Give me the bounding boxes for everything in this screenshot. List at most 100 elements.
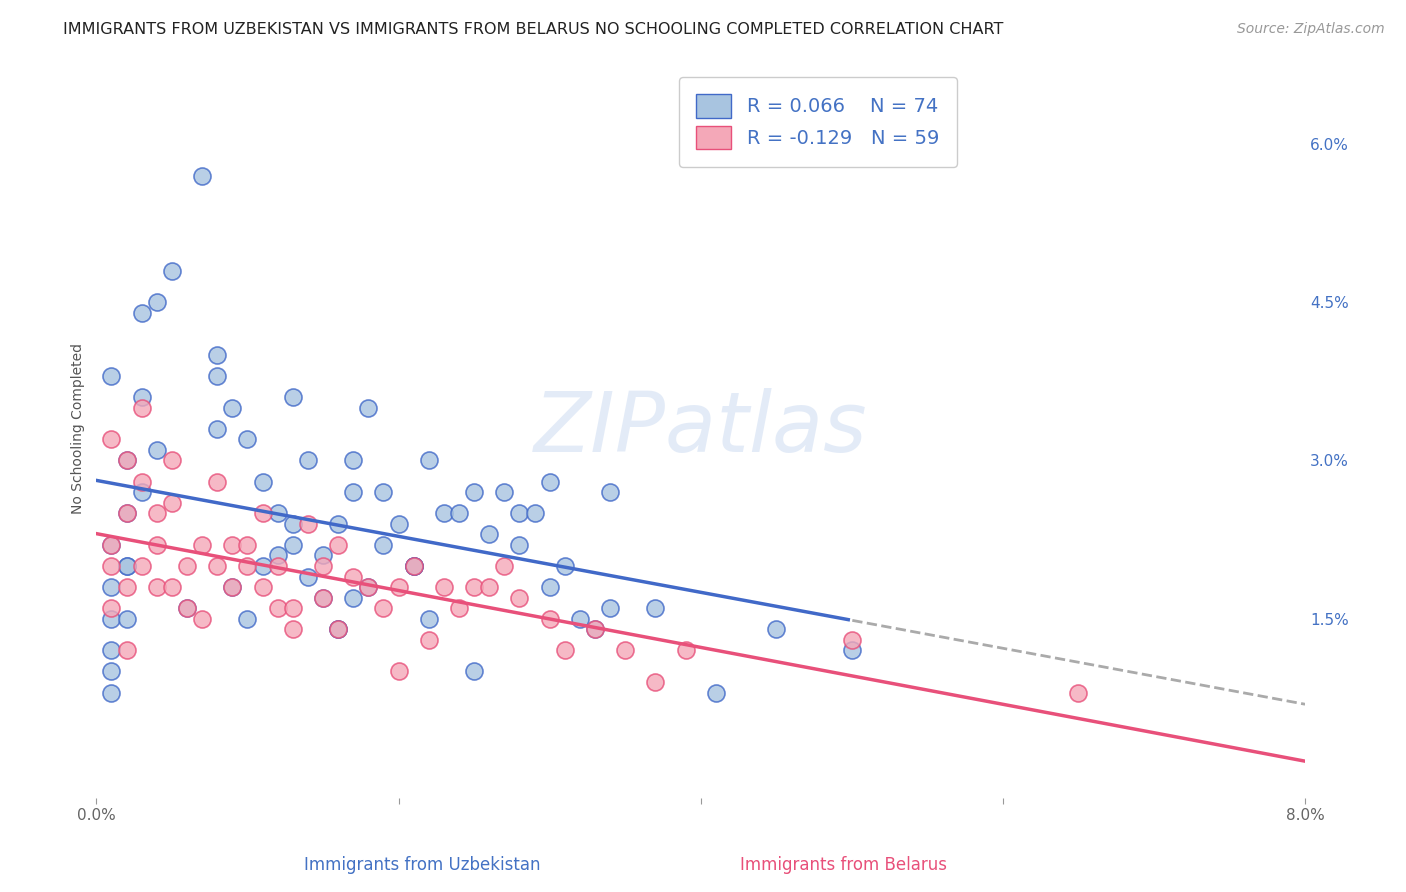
Point — [326, 516, 349, 531]
Point — [342, 485, 364, 500]
Point — [478, 580, 501, 594]
Point — [326, 538, 349, 552]
Point — [494, 559, 516, 574]
Point — [131, 401, 153, 415]
Point — [538, 612, 561, 626]
Point — [478, 527, 501, 541]
Point — [281, 538, 304, 552]
Point — [357, 580, 380, 594]
Point — [538, 475, 561, 489]
Point — [538, 580, 561, 594]
Point — [221, 538, 243, 552]
Point — [447, 601, 470, 615]
Point — [583, 622, 606, 636]
Point — [297, 569, 319, 583]
Point — [100, 643, 122, 657]
Point — [418, 453, 440, 467]
Point — [100, 369, 122, 384]
Point — [252, 506, 274, 520]
Point — [433, 506, 456, 520]
Point — [342, 569, 364, 583]
Point — [115, 559, 138, 574]
Point — [704, 685, 727, 699]
Point — [463, 665, 485, 679]
Point — [100, 601, 122, 615]
Point — [312, 591, 335, 605]
Point — [281, 601, 304, 615]
Point — [297, 516, 319, 531]
Point — [176, 601, 198, 615]
Point — [765, 622, 787, 636]
Point — [146, 580, 169, 594]
Point — [312, 559, 335, 574]
Point — [100, 580, 122, 594]
Point — [433, 580, 456, 594]
Point — [402, 559, 425, 574]
Point — [841, 643, 863, 657]
Point — [266, 559, 288, 574]
Point — [554, 559, 576, 574]
Text: ZIPatlas: ZIPatlas — [534, 388, 868, 469]
Point — [115, 506, 138, 520]
Point — [281, 622, 304, 636]
Point — [100, 685, 122, 699]
Point — [252, 580, 274, 594]
Point — [614, 643, 637, 657]
Point — [599, 601, 621, 615]
Point — [205, 348, 228, 362]
Point — [100, 538, 122, 552]
Point — [131, 559, 153, 574]
Point — [205, 422, 228, 436]
Point — [205, 475, 228, 489]
Point — [373, 485, 395, 500]
Point — [494, 485, 516, 500]
Point — [312, 591, 335, 605]
Point — [402, 559, 425, 574]
Point — [176, 601, 198, 615]
Point — [266, 549, 288, 563]
Point — [281, 390, 304, 404]
Point — [236, 612, 259, 626]
Point — [554, 643, 576, 657]
Point — [644, 601, 666, 615]
Point — [447, 506, 470, 520]
Point — [312, 549, 335, 563]
Point — [115, 453, 138, 467]
Point — [644, 675, 666, 690]
Point — [115, 580, 138, 594]
Point — [100, 612, 122, 626]
Point — [266, 601, 288, 615]
Point — [146, 442, 169, 457]
Text: Immigrants from Uzbekistan: Immigrants from Uzbekistan — [304, 855, 540, 873]
Point — [297, 453, 319, 467]
Point — [191, 538, 214, 552]
Point — [191, 169, 214, 183]
Point — [252, 475, 274, 489]
Point — [599, 485, 621, 500]
Point — [115, 643, 138, 657]
Point — [131, 475, 153, 489]
Point — [205, 369, 228, 384]
Point — [373, 601, 395, 615]
Point — [160, 580, 183, 594]
Point — [131, 485, 153, 500]
Point — [508, 591, 530, 605]
Point — [100, 433, 122, 447]
Point — [221, 580, 243, 594]
Point — [131, 306, 153, 320]
Point — [146, 506, 169, 520]
Point — [160, 263, 183, 277]
Point — [236, 538, 259, 552]
Point — [221, 580, 243, 594]
Point — [357, 580, 380, 594]
Point — [326, 622, 349, 636]
Point — [115, 559, 138, 574]
Point — [236, 559, 259, 574]
Point — [160, 496, 183, 510]
Point — [675, 643, 697, 657]
Point — [463, 580, 485, 594]
Point — [115, 612, 138, 626]
Point — [176, 559, 198, 574]
Y-axis label: No Schooling Completed: No Schooling Completed — [72, 343, 86, 515]
Point — [191, 612, 214, 626]
